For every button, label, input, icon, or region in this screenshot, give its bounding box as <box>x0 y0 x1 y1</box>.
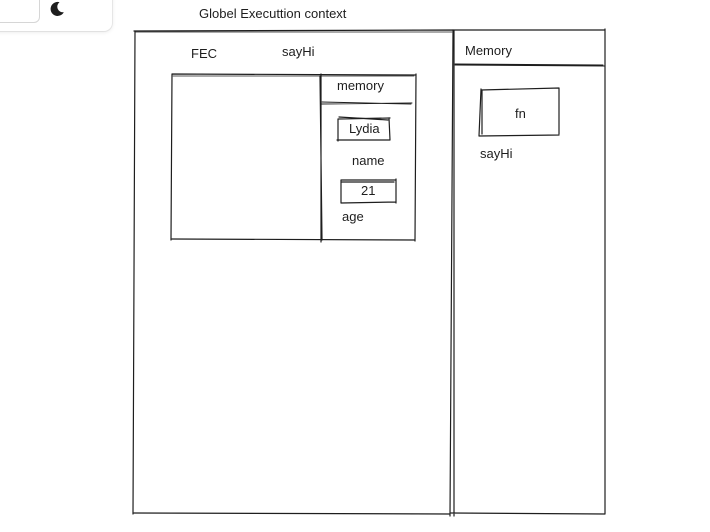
age-value-box <box>340 178 397 204</box>
age-value: 21 <box>361 183 376 198</box>
fn-value-box <box>478 87 560 137</box>
inner-memory-label: memory <box>337 78 384 93</box>
memory-divider <box>454 63 606 67</box>
fec-box <box>170 73 417 242</box>
memory-label: Memory <box>465 43 512 58</box>
toolbar-field[interactable] <box>0 0 40 23</box>
fn-value: fn <box>515 106 526 121</box>
inner-memory-divider <box>319 73 323 243</box>
age-variable-label: age <box>342 209 364 224</box>
sayhi-memory-label: sayHi <box>480 146 513 161</box>
fec-label: FEC <box>191 46 217 61</box>
name-variable-label: name <box>352 153 385 168</box>
lydia-value-box <box>336 116 391 142</box>
sayhi-function-label: sayHi <box>282 44 315 59</box>
toolbar-panel <box>0 0 112 31</box>
memory-box <box>450 28 606 517</box>
diagram-title: Globel Executtion context <box>199 6 347 21</box>
moon-icon[interactable] <box>48 0 66 18</box>
global-context-box <box>132 29 454 517</box>
name-value: Lydia <box>349 121 380 136</box>
